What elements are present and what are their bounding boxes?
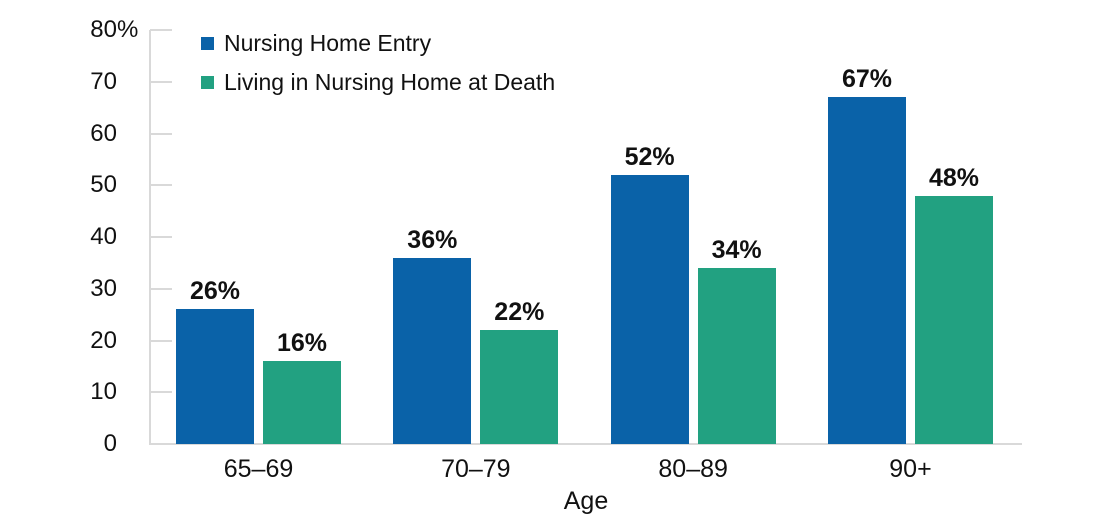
y-tick-mark: [150, 391, 172, 394]
y-tick-mark: [150, 236, 172, 238]
y-tick-mark: [150, 80, 172, 83]
y-tick-value: 30: [90, 274, 117, 302]
bar-value-label: 48%: [928, 163, 979, 192]
y-tick-mark: [150, 287, 172, 290]
bar: [480, 330, 559, 444]
bar-value-label: 22%: [494, 298, 545, 327]
y-tick-value: 20: [90, 326, 117, 354]
y-tick-mark: [150, 29, 172, 31]
category-label: 90+: [889, 455, 932, 483]
legend-swatch-green-icon: [201, 75, 214, 89]
x-axis-title: Age: [563, 487, 609, 515]
y-tick-mark: [150, 184, 172, 187]
bar: [827, 97, 906, 444]
y-tick-value: 50: [90, 171, 117, 199]
legend-label: Living in Nursing Home at Death: [224, 68, 556, 95]
bar: [914, 195, 993, 444]
legend: Nursing Home Entry Living in Nursing Hom…: [201, 30, 555, 95]
y-tick-value: 60: [90, 119, 117, 147]
y-tick-value: 40: [90, 223, 117, 250]
bar: [697, 268, 776, 444]
y-tick-mark: [150, 132, 172, 135]
legend-label: Nursing Home Entry: [224, 29, 432, 56]
bar-value-label: 26%: [189, 277, 241, 306]
category-label: 80–89: [658, 455, 728, 483]
bar: [176, 309, 254, 444]
bar: [263, 361, 341, 444]
y-tick-mark: [150, 339, 172, 342]
y-tick-label: 30: [60, 275, 117, 303]
y-tick-value: 70: [90, 67, 117, 95]
bar: [393, 257, 472, 444]
y-tick-label: 50: [60, 171, 117, 199]
y-tick-label: 70: [60, 68, 117, 96]
y-tick-label: 0: [60, 430, 117, 458]
y-tick-value: 10: [90, 378, 117, 406]
x-axis-line: [150, 443, 1022, 445]
y-tick-label: 80%: [60, 16, 138, 44]
y-tick-label: 60: [60, 120, 117, 148]
y-tick-value: 80: [90, 16, 117, 43]
bar-value-label: 67%: [841, 65, 892, 94]
y-tick-value: 0: [103, 430, 117, 457]
category-label: 70–79: [441, 455, 511, 483]
y-tick-label: 20: [60, 327, 117, 355]
legend-item-living-at-death: Living in Nursing Home at Death: [201, 69, 555, 95]
bar-value-label: 34%: [711, 236, 762, 265]
category-label: 65–69: [223, 455, 294, 483]
y-tick-label: 40: [60, 223, 117, 251]
bar-value-label: 16%: [276, 329, 328, 358]
y-tick-suffix: %: [117, 16, 139, 43]
bar: [610, 174, 689, 444]
bar-value-label: 52%: [624, 142, 675, 171]
legend-item-nursing-home-entry: Nursing Home Entry: [201, 30, 555, 56]
y-tick-label: 10: [60, 378, 117, 406]
bar-value-label: 36%: [407, 225, 458, 254]
legend-swatch-blue-icon: [201, 36, 214, 50]
